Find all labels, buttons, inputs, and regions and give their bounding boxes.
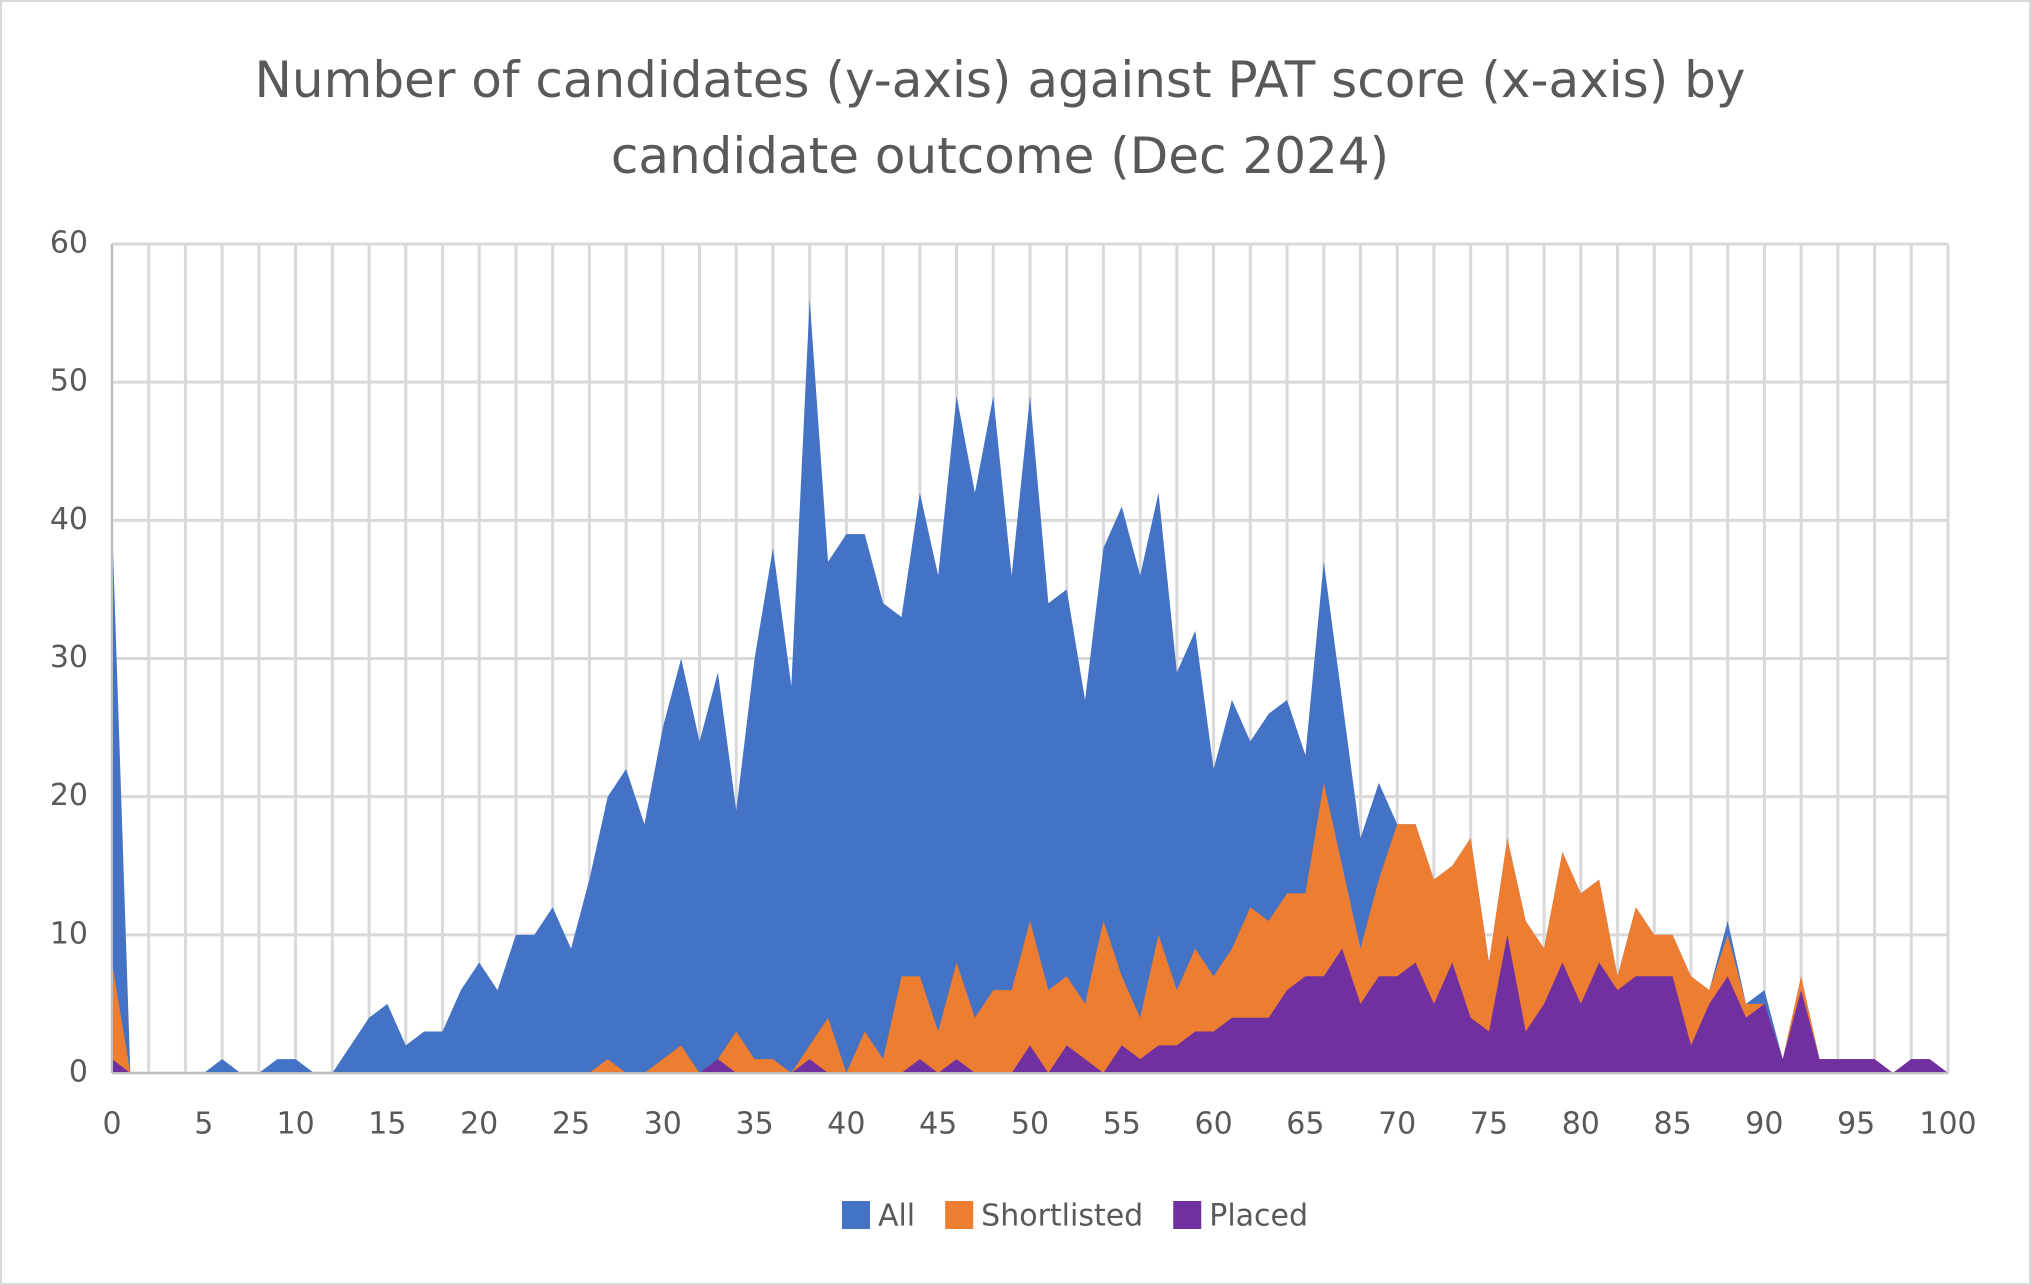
legend-swatch [945,1201,974,1229]
x-tick-label: 65 [1286,1107,1324,1142]
x-tick-label: 90 [1745,1107,1783,1142]
legend-label: Placed [1209,1199,1308,1234]
chart-title: Number of candidates (y-axis) against PA… [254,51,1746,185]
x-tick-label: 75 [1470,1107,1508,1142]
x-tick-label: 15 [368,1107,406,1142]
y-tick-label: 30 [50,640,88,675]
x-tick-label: 45 [919,1107,957,1142]
x-tick-label: 20 [460,1107,498,1142]
x-tick-label: 70 [1378,1107,1416,1142]
y-tick-label: 0 [69,1055,88,1090]
x-tick-label: 85 [1654,1107,1692,1142]
x-tick-label: 25 [552,1107,590,1142]
x-tick-label: 40 [827,1107,865,1142]
x-tick-label: 30 [644,1107,682,1142]
y-tick-label: 20 [50,778,88,813]
x-tick-label: 35 [736,1107,774,1142]
x-tick-label: 60 [1195,1107,1233,1142]
legend-swatch [841,1201,870,1229]
area [112,299,1948,1073]
y-tick-label: 40 [50,502,88,537]
x-tick-label: 100 [1919,1107,1976,1142]
x-tick-label: 0 [102,1107,121,1142]
y-tick-label: 50 [50,364,88,399]
y-tick-label: 10 [50,916,88,951]
x-tick-label: 95 [1837,1107,1875,1142]
y-tick-label: 60 [50,226,88,261]
x-tick-label: 5 [194,1107,213,1142]
x-tick-label: 10 [277,1107,315,1142]
x-tick-label: 50 [1011,1107,1049,1142]
area [112,782,1948,1073]
area [112,934,1948,1073]
legend-label: All [878,1199,915,1234]
x-tick-label: 80 [1562,1107,1600,1142]
legend-swatch [1173,1201,1202,1229]
legend-label: Shortlisted [981,1199,1143,1234]
x-tick-label: 55 [1103,1107,1141,1142]
